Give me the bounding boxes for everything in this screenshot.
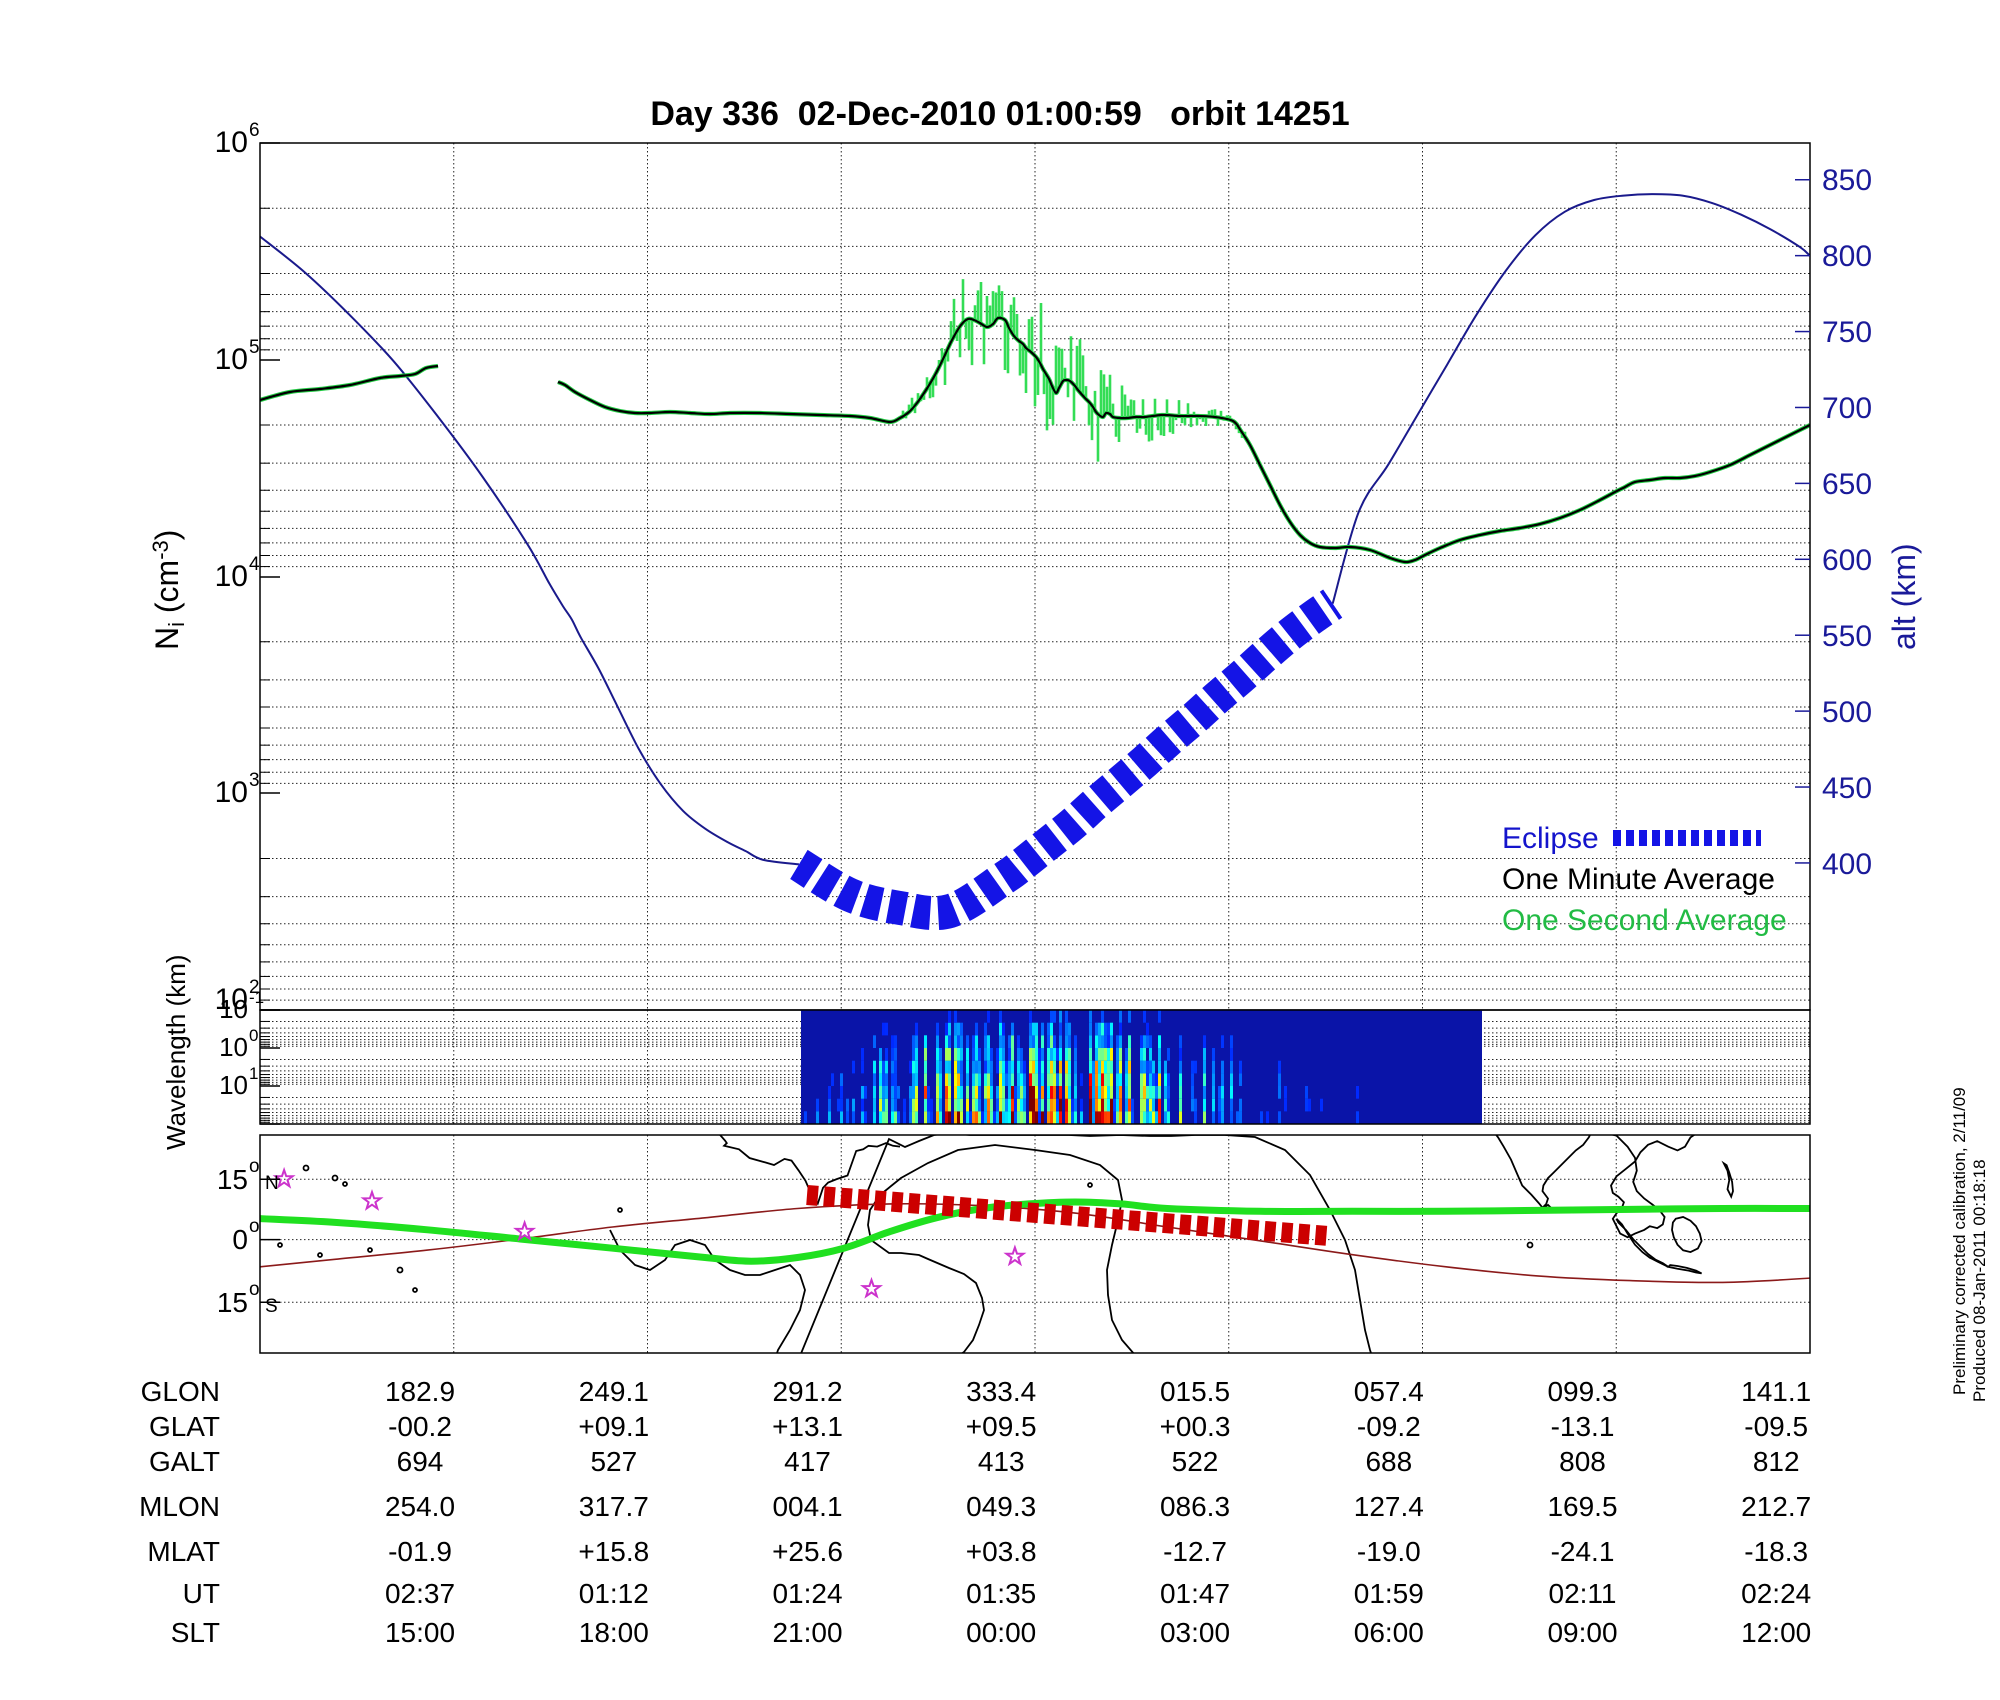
svg-text:Preliminary corrected calibrat: Preliminary corrected calibration, 2/11/… — [1950, 1087, 1969, 1395]
svg-text:Produced 08-Jan-2011 00:18:18: Produced 08-Jan-2011 00:18:18 — [1970, 1159, 1989, 1402]
